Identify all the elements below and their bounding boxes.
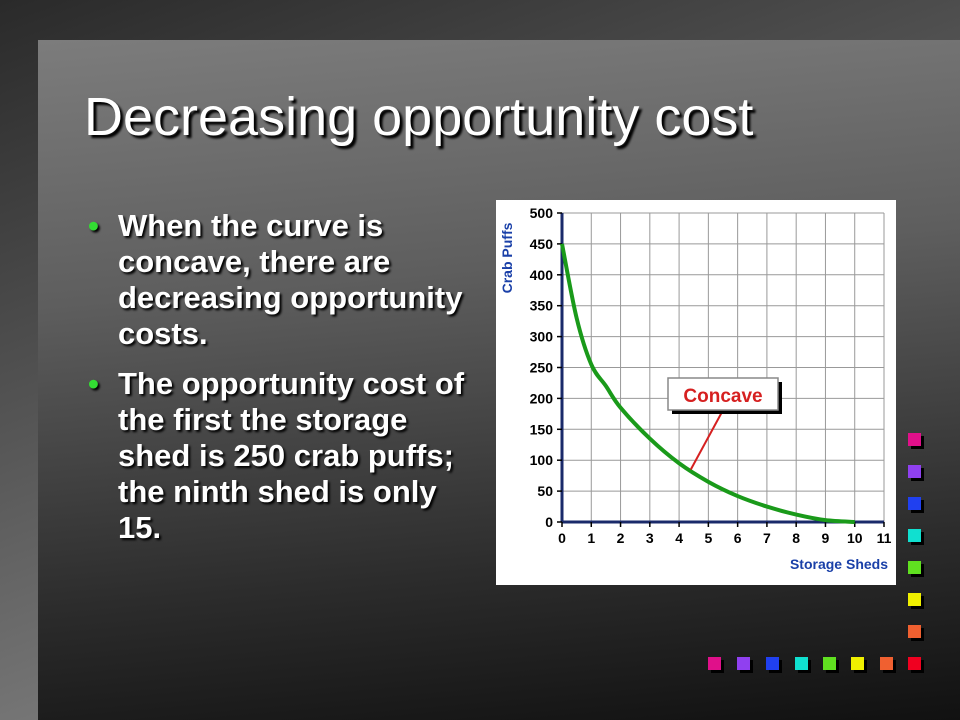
decorative-square <box>908 561 921 574</box>
y-tick-label: 300 <box>530 329 554 345</box>
bullet-list: • When the curve is concave, there are de… <box>84 208 474 560</box>
y-tick-label: 100 <box>530 452 554 468</box>
bullet-item: • When the curve is concave, there are de… <box>84 208 474 352</box>
decorative-square <box>851 657 864 670</box>
decorative-square <box>737 657 750 670</box>
decorative-square <box>908 625 921 638</box>
bullet-item: • The opportunity cost of the first the s… <box>84 366 474 546</box>
decorative-square <box>766 657 779 670</box>
x-tick-label: 8 <box>792 530 800 546</box>
chart-series-line <box>560 243 855 524</box>
x-tick-label: 10 <box>847 530 863 546</box>
bullet-text: The opportunity cost of the first the st… <box>118 366 465 545</box>
callout-box: Concave <box>667 377 782 414</box>
x-tick-label: 4 <box>675 530 683 546</box>
decorative-square <box>908 529 921 542</box>
decorative-square <box>908 593 921 606</box>
x-tick-label: 5 <box>704 530 712 546</box>
y-tick-label: 500 <box>530 205 554 221</box>
decorative-square <box>795 657 808 670</box>
x-tick-label: 3 <box>646 530 654 546</box>
x-tick-label: 2 <box>617 530 625 546</box>
y-axis-label: Crab Puffs <box>499 222 515 293</box>
chart-grid <box>561 212 885 523</box>
callout-label: Concave <box>683 386 762 407</box>
decorative-square <box>908 465 921 478</box>
x-tick-label: 11 <box>877 530 892 546</box>
decorative-square <box>823 657 836 670</box>
y-tick-label: 150 <box>530 421 554 437</box>
y-tick-label: 400 <box>530 267 554 283</box>
x-tick-label: 7 <box>763 530 771 546</box>
chart-ticks: 0 1 2 3 4 5 6 7 8 9 10 11 0 50 100 150 200 250 300 350 400 45… <box>530 205 892 546</box>
slide-title: Decreasing opportunity cost <box>84 87 754 147</box>
bullet-text: When the curve is concave, there are dec… <box>118 208 463 351</box>
x-tick-label: 9 <box>822 530 830 546</box>
y-tick-label: 250 <box>530 360 554 376</box>
x-tick-label: 1 <box>587 530 595 546</box>
decorative-square <box>880 657 893 670</box>
bullet-icon: • <box>88 208 99 243</box>
decorative-square <box>908 433 921 446</box>
decorative-square <box>708 657 721 670</box>
chart-container: 0 1 2 3 4 5 6 7 8 9 10 11 0 50 100 150 200 250 300 350 400 45… <box>496 200 896 585</box>
y-tick-label: 450 <box>530 236 554 252</box>
chart-svg: 0 1 2 3 4 5 6 7 8 9 10 11 0 50 100 150 200 250 300 350 400 45… <box>499 205 892 572</box>
x-tick-label: 6 <box>734 530 742 546</box>
callout-pointer <box>689 411 723 470</box>
bullet-icon: • <box>88 366 99 401</box>
y-tick-label: 350 <box>530 298 554 314</box>
x-axis-label: Storage Sheds <box>790 556 888 572</box>
x-tick-label: 0 <box>558 530 566 546</box>
y-tick-label: 50 <box>537 483 553 499</box>
decorative-square <box>908 497 921 510</box>
y-tick-label: 200 <box>530 390 554 406</box>
y-tick-label: 0 <box>545 514 553 530</box>
decorative-square <box>908 657 921 670</box>
